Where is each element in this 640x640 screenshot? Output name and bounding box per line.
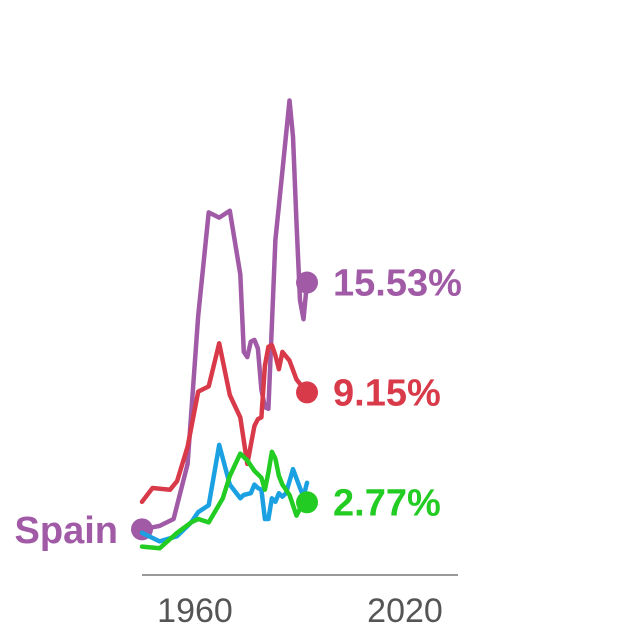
x-tick-label-1960: 1960: [157, 592, 233, 630]
start-label-spain: Spain: [15, 510, 118, 552]
series-end-marker-3: [296, 491, 319, 514]
x-tick-label-2020: 2020: [367, 592, 443, 630]
series-line-3: [139, 449, 310, 551]
series-end-marker-0: [296, 271, 319, 294]
series-line-0: [139, 98, 310, 532]
series-line-1: [139, 341, 310, 505]
series-end-label-1: 9.15%: [333, 372, 441, 414]
series-end-label-0: 15.53%: [333, 263, 462, 305]
series-end-marker-1: [296, 381, 319, 404]
series-layer: 15.53% 9.15% 2.77%: [131, 98, 462, 551]
series-end-label-3: 2.77%: [333, 482, 441, 524]
